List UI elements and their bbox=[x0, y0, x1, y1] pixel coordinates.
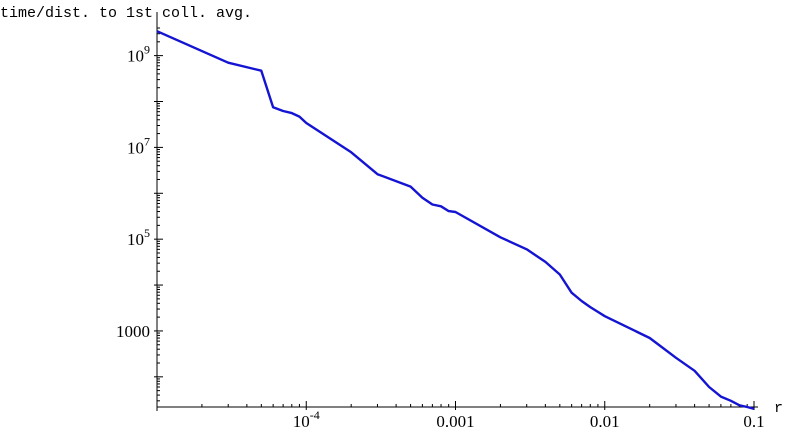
y-tick-label: 109 bbox=[127, 43, 150, 66]
x-tick-label: 10-4 bbox=[293, 408, 320, 431]
series-line-0 bbox=[156, 30, 755, 411]
y-tick-label: 105 bbox=[127, 226, 150, 249]
x-tick-label: 0.01 bbox=[590, 412, 620, 431]
x-axis-label: r bbox=[774, 400, 783, 417]
x-tick-label: 0.1 bbox=[743, 412, 764, 431]
x-tick-label: 0.001 bbox=[436, 412, 474, 431]
series-layer bbox=[156, 30, 755, 411]
y-tick-label: 107 bbox=[127, 134, 150, 157]
ticks: 10-4 0.001 0.01 0.1 109 107 105 1000 bbox=[116, 27, 765, 431]
y-axis-label: time/dist. to 1st coll. avg. bbox=[0, 5, 252, 22]
y-tick-label: 1000 bbox=[116, 322, 150, 341]
